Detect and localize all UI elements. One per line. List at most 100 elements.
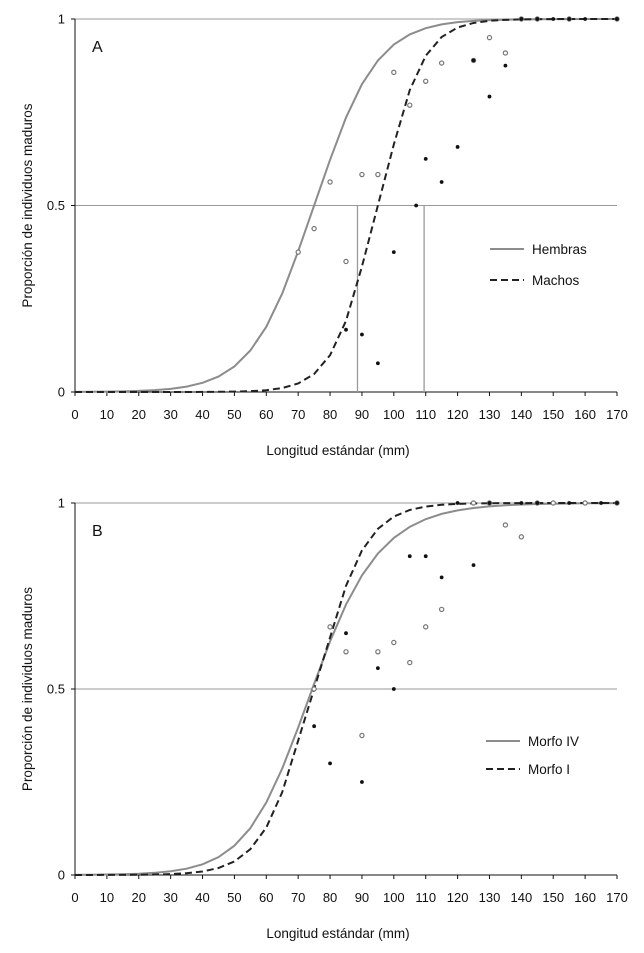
panel-a-point-hembras xyxy=(343,258,349,265)
panel-a-point-machos xyxy=(414,203,419,208)
panel-b-x-tick-label: 150 xyxy=(542,890,564,905)
panel-b-point-morfo-i xyxy=(471,563,476,568)
panel-b-point-morfo-i xyxy=(439,575,444,580)
panel-b-point-morfo-iv xyxy=(470,500,477,506)
panel-b-y-axis-label: Proporción de individuos maduros xyxy=(20,587,35,791)
panel-b-point-morfo-i xyxy=(344,631,348,636)
panel-a-x-tick-label: 90 xyxy=(355,407,369,422)
panel-b-point-morfo-iv xyxy=(423,624,429,630)
panel-a-point-machos xyxy=(583,17,588,21)
panel-a-panel-letter: A xyxy=(92,39,103,56)
panel-b-x-tick-label: 110 xyxy=(415,890,436,905)
panel-a-x-tick-label: 140 xyxy=(511,407,533,422)
panel-a-x-tick-label: 150 xyxy=(542,407,564,422)
panel-a-point-machos xyxy=(344,327,348,332)
panel-a-x-tick-label: 70 xyxy=(291,407,305,422)
panel-a-point-hembras xyxy=(486,34,493,41)
panel-b-x-tick-label: 90 xyxy=(355,890,369,905)
panel-b-point-morfo-iv xyxy=(407,659,413,666)
panel-b-point-morfo-i xyxy=(391,687,396,691)
panel-b-point-morfo-iv xyxy=(438,606,445,613)
panel-a-y-axis-label: Proporción de individuos maduros xyxy=(20,103,35,307)
panel-a-legend: Hembras Machos xyxy=(490,242,587,288)
panel-b-x-tick-label: 10 xyxy=(100,890,114,905)
panel-b-x-tick-label: 20 xyxy=(132,890,146,905)
panel-b-x-tick-label: 100 xyxy=(383,890,405,905)
panel-b-point-morfo-i xyxy=(312,724,317,729)
panel-a-point-hembras xyxy=(375,171,381,178)
panel-b-point-morfo-i xyxy=(375,666,380,671)
panel-b-point-morfo-i xyxy=(423,554,428,559)
panel-b-point-morfo-i xyxy=(567,501,572,505)
panel-a-y-tick-label: 1 xyxy=(58,12,65,27)
panel-a-point-hembras xyxy=(359,171,365,178)
panel-b-curve-morfo-iv xyxy=(74,502,618,876)
panel-b-legend-label-morfo-i: Morfo I xyxy=(528,762,570,777)
panel-a-point-machos xyxy=(391,250,396,255)
panel-a-point-hembras xyxy=(391,69,397,76)
panel-b-legend-label-morfo-iv: Morfo IV xyxy=(528,734,579,749)
panel-b-point-morfo-i xyxy=(519,501,524,505)
panel-a-point-machos xyxy=(360,332,364,337)
panel-b-x-tick-label: 160 xyxy=(574,890,596,905)
panel-b-y-tick-label: 0 xyxy=(58,868,65,883)
panel-a-x-tick-label: 120 xyxy=(447,407,469,422)
panel-a-x-tick-label: 160 xyxy=(574,407,596,422)
panel-b-curve-morfo-i xyxy=(74,502,617,876)
panel-a-y-tick-label: 0 xyxy=(58,385,65,400)
panel-a-x-tick-label: 110 xyxy=(415,407,436,422)
panel-a-x-axis-label: Longitud estándar (mm) xyxy=(266,443,409,458)
panel-b-point-morfo-i xyxy=(328,761,332,766)
panel-a-x-tick-label: 60 xyxy=(259,407,273,422)
panel-a-point-machos xyxy=(439,180,444,184)
panel-b-point-morfo-i xyxy=(535,501,540,505)
panel-b-x-tick-label: 170 xyxy=(606,890,628,905)
panel-b-x-tick-label: 30 xyxy=(163,890,177,905)
panel-a-curve-machos xyxy=(75,18,617,393)
panel-a-point-machos xyxy=(503,63,508,68)
panel-a-point-machos xyxy=(535,17,540,21)
panel-b-x-tick-label: 120 xyxy=(447,890,469,905)
panel-a-point-hembras xyxy=(327,179,333,185)
panel-b-x-tick-label: 50 xyxy=(227,890,241,905)
panel-a-point-hembras xyxy=(438,60,445,66)
panel-b-point-morfo-i xyxy=(615,501,619,505)
panel-a-x-tick-label: 10 xyxy=(100,407,114,422)
panel-a-x-tick-label: 0 xyxy=(71,407,78,422)
panel-a-point-hembras xyxy=(423,78,429,84)
panel-b-point-morfo-iv xyxy=(311,686,317,692)
panel-b-y-tick-label: 1 xyxy=(58,496,65,511)
panel-a-point-hembras xyxy=(407,102,413,108)
panel-b-x-axis-label: Longitud estándar (mm) xyxy=(266,926,409,941)
panel-b-point-morfo-i xyxy=(487,501,492,505)
panel-b-point-morfo-i xyxy=(360,780,364,784)
panel-b-point-morfo-iv xyxy=(502,522,509,528)
panel-a-legend-label-machos: Machos xyxy=(532,273,580,288)
panel-b-point-morfo-i xyxy=(599,501,603,505)
panel-b-y-tick-label: 0.5 xyxy=(47,682,65,697)
panel-a-point-machos xyxy=(615,17,619,21)
panel-a: 0 10 20 30 40 50 60 70 80 90 100 110 120 130 140 150 160… xyxy=(20,12,628,459)
panel-b-panel-letter: B xyxy=(92,523,103,540)
panel-b-x-tick-label: 140 xyxy=(511,890,533,905)
panel-a-point-hembras xyxy=(311,225,317,232)
panel-a-point-machos xyxy=(519,17,524,21)
panel-a-x-tick-label: 170 xyxy=(606,407,628,422)
panel-b-x-tick-label: 40 xyxy=(195,890,209,905)
panel-b-point-morfo-iv xyxy=(582,500,588,506)
panel-a-point-machos xyxy=(455,145,460,149)
panel-b-point-morfo-i xyxy=(407,554,412,559)
panel-a-point-machos xyxy=(551,17,556,21)
panel-a-point-machos xyxy=(487,94,492,99)
panel-a-x-tick-label: 80 xyxy=(323,407,337,422)
panel-b-point-morfo-iv xyxy=(343,649,349,655)
panel-b-x-tick-label: 130 xyxy=(479,890,501,905)
panel-b-x-tick-label: 80 xyxy=(323,890,337,905)
panel-a-x-tick-label: 40 xyxy=(195,407,209,422)
panel-a-point-hembras xyxy=(295,249,301,255)
panel-b-point-morfo-iv xyxy=(550,500,556,506)
panel-b: 0 10 20 30 40 50 60 70 80 90 100 110 120 130 140 150 160… xyxy=(20,496,628,942)
panel-b-point-morfo-iv xyxy=(359,732,365,739)
panel-b-point-morfo-iv xyxy=(327,624,333,630)
